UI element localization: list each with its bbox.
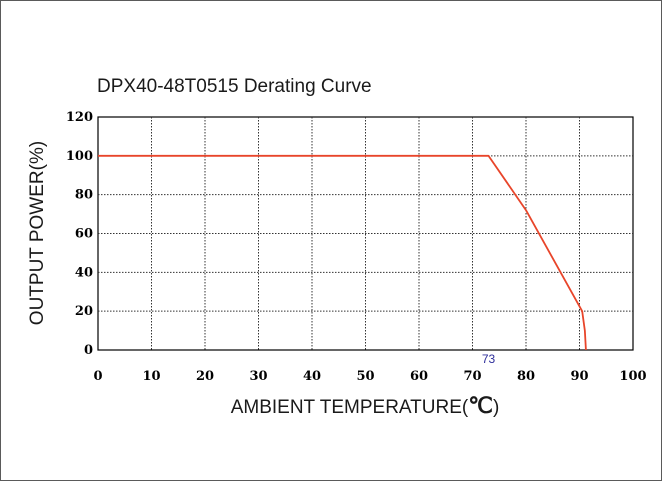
x-axis-title-text: AMBIENT TEMPERATURE( (231, 397, 469, 418)
x-tick-label: 70 (463, 369, 481, 384)
x-tick-label: 30 (249, 369, 267, 384)
series-line (98, 154, 587, 351)
x-tick-label: 0 (93, 369, 102, 384)
x-tick-label: 20 (196, 369, 214, 384)
x-tick-label: 90 (570, 369, 588, 384)
y-tick-label: 60 (75, 227, 93, 242)
y-tick-label: 80 (75, 188, 93, 203)
x-tick-label: 100 (619, 369, 646, 384)
x-axis-title: AMBIENT TEMPERATURE(℃) (231, 393, 500, 418)
annotations: 73 (482, 352, 496, 366)
annotation-label: 73 (482, 352, 496, 366)
x-tick-label: 10 (142, 369, 160, 384)
x-axis-unit: ℃ (468, 393, 493, 418)
x-tick-label: 60 (410, 369, 428, 384)
y-tick-label: 0 (84, 343, 93, 358)
y-tick-label: 100 (66, 149, 93, 164)
x-tick-label: 80 (517, 369, 535, 384)
x-axis-title-suffix: ) (493, 397, 499, 418)
series-layer (98, 154, 587, 351)
y-axis-title: OUTPUT POWER(%) (27, 141, 48, 325)
x-tick-labels: 0 10 20 30 40 50 60 70 80 90 100 (93, 369, 646, 384)
y-tick-label: 120 (66, 110, 93, 125)
y-tick-labels: 0 20 40 60 80 100 120 (66, 110, 93, 358)
x-tick-label: 40 (303, 369, 321, 384)
y-tick-label: 40 (75, 265, 93, 280)
x-tick-label: 50 (356, 369, 374, 384)
chart-title: DPX40-48T0515 Derating Curve (97, 76, 372, 97)
y-tick-label: 20 (75, 304, 93, 319)
